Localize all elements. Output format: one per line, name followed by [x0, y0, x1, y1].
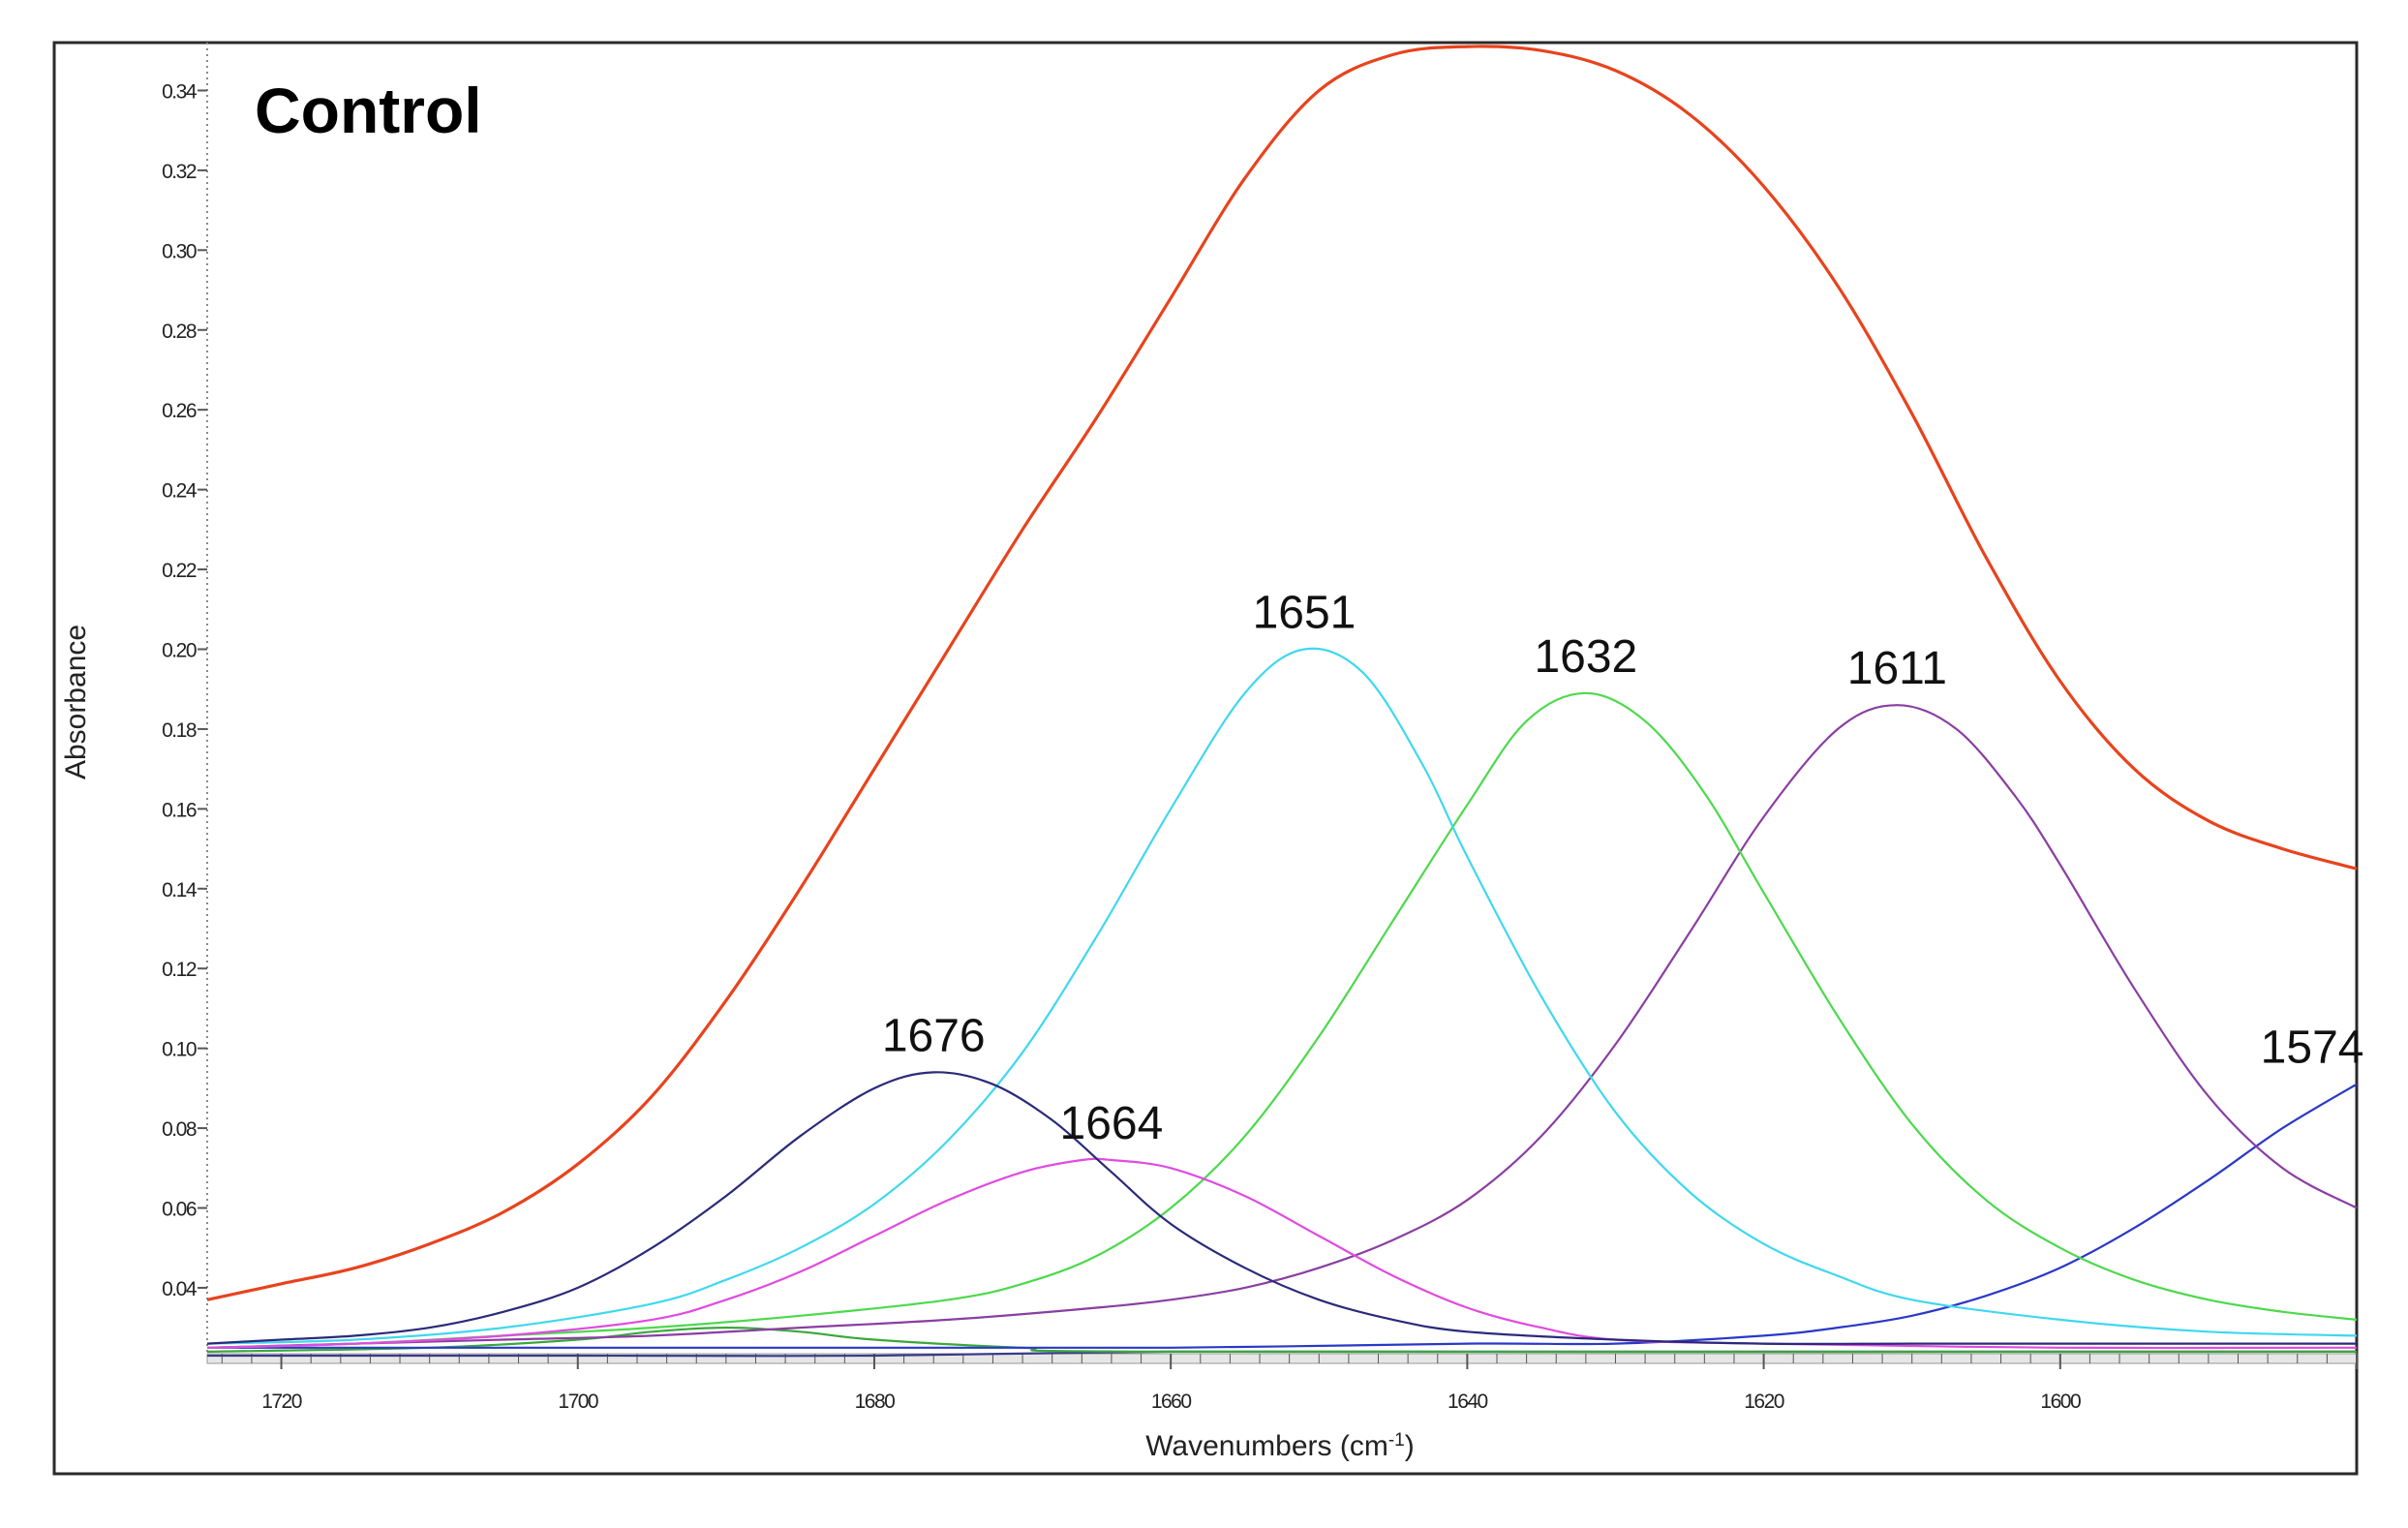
y-tick-label: 0.12: [162, 959, 197, 981]
x-tick-label: 1620: [1744, 1390, 1784, 1413]
series-minor-component-line: [206, 1327, 2358, 1354]
curves: [206, 45, 2358, 1358]
y-tick-label: 0.30: [162, 240, 197, 262]
y-axis-title: Absorbance: [60, 625, 92, 779]
series-total-absorbance-line: [206, 45, 2358, 1301]
y-tick-label: 0.04: [162, 1278, 198, 1300]
peak-label-1664: 1664: [1060, 1098, 1164, 1149]
chart-frame: [52, 41, 2359, 1476]
x-tick-label: 1700: [558, 1390, 598, 1413]
y-tick-label: 0.14: [162, 879, 198, 902]
series-1651-component-line: [206, 647, 2358, 1345]
y-tick-label: 0.32: [162, 161, 197, 183]
y-tick-label: 0.24: [162, 480, 198, 503]
series-1611-component-line: [206, 704, 2358, 1349]
y-tick-label: 0.16: [162, 799, 197, 821]
y-tick-label: 0.22: [162, 560, 197, 582]
y-tick-label: 0.26: [162, 400, 197, 422]
series-1632-component-line: [206, 691, 2358, 1349]
x-tick-label: 1680: [855, 1390, 896, 1413]
x-tick-label: 1600: [2040, 1390, 2081, 1413]
x-tick-label: 1660: [1151, 1390, 1192, 1413]
peak-label-1651: 1651: [1253, 587, 1356, 638]
axes: 1720 1700 1680 1660 1640 1620 1600 0.04 0.06 0.08…: [162, 43, 2358, 1413]
x-tick-label: 1720: [261, 1390, 302, 1413]
y-tick-label: 0.06: [162, 1199, 197, 1221]
y-tick-label: 0.18: [162, 719, 197, 742]
peak-label-1574: 1574: [2261, 1023, 2364, 1074]
peak-label-1611: 1611: [1847, 643, 1947, 694]
y-tick-label: 0.28: [162, 321, 197, 343]
peak-label-1632: 1632: [1534, 631, 1637, 683]
peak-label-1676: 1676: [882, 1010, 986, 1061]
peak-labels: 1676 1664 1651 1632 1611 1574: [882, 587, 2364, 1149]
chart-title: Control: [255, 75, 482, 146]
x-axis-title: Wavenumbers (cm-1): [1145, 1430, 1415, 1463]
x-tick-label: 1640: [1448, 1390, 1488, 1413]
y-tick-label: 0.34: [162, 80, 198, 103]
y-tick-label: 0.20: [162, 639, 197, 661]
y-tick-label: 0.08: [162, 1118, 197, 1141]
series-1676-component-line: [206, 1071, 2357, 1346]
y-tick-label: 0.10: [162, 1039, 197, 1061]
